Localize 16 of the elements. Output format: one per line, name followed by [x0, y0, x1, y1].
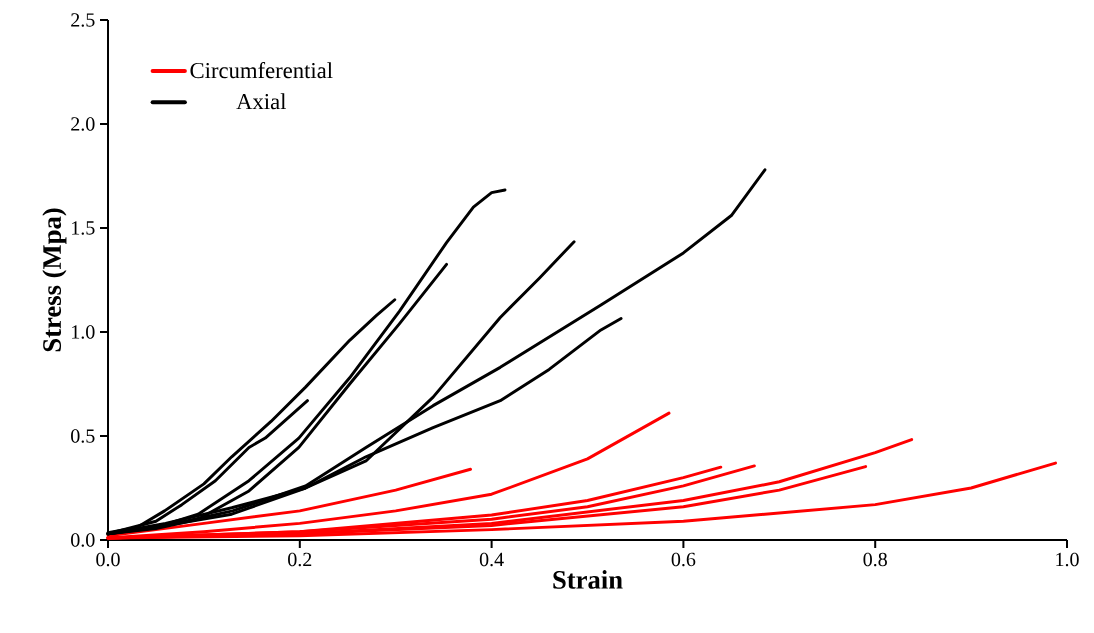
y-tick-label: 0.0 [71, 533, 95, 547]
y-tick-label: 2.0 [71, 117, 95, 131]
legend-label: Circumferential [190, 62, 333, 79]
legend-label: Axial [236, 93, 287, 110]
y-tick-label: 2.5 [71, 13, 95, 27]
y-tick-label: 1.5 [72, 221, 95, 235]
x-tick-label: 0.8 [863, 552, 887, 567]
y-axis-title: Stress (Mpa) [42, 208, 67, 352]
x-tick-label: 1.0 [1056, 552, 1079, 567]
x-tick-label: 0.0 [96, 552, 120, 567]
y-tick-label: 1.0 [72, 325, 95, 339]
x-tick-label: 0.2 [288, 552, 312, 567]
x-tick-label: 0.6 [671, 552, 696, 567]
x-tick-label: 0.4 [479, 552, 504, 567]
x-axis-title: Strain [553, 570, 623, 589]
y-tick-label: 0.5 [71, 429, 95, 443]
